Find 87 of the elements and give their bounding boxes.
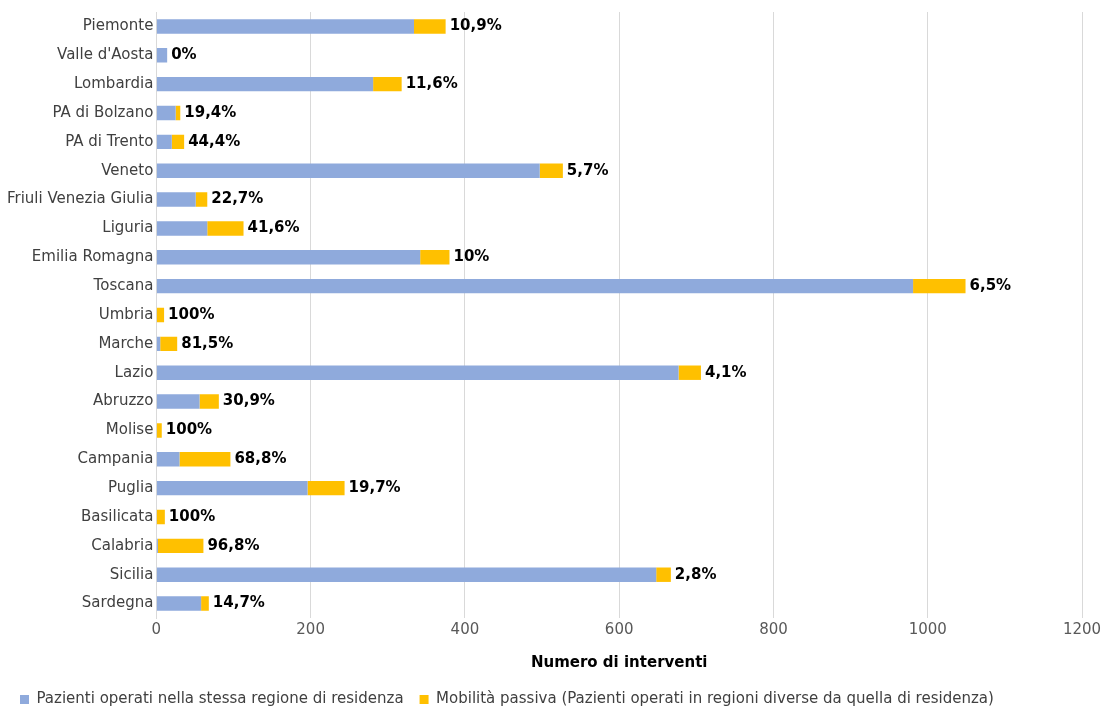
x-tick-label: 800 (759, 619, 788, 638)
bar (156, 48, 168, 63)
bar (913, 278, 966, 294)
bar (179, 452, 231, 467)
legend-label: Pazienti operati nella stessa regione di residenza (36, 689, 404, 708)
annotation: 30,9% (222, 391, 275, 410)
bar (156, 394, 200, 409)
annotation: 6,5% (969, 276, 1012, 295)
bar (414, 19, 446, 34)
x-tick-label: 1000 (908, 619, 947, 638)
bar (156, 192, 196, 207)
annotation: 19,7% (348, 478, 401, 497)
bar (156, 163, 540, 178)
bar (156, 480, 308, 496)
x-tick-label: 600 (604, 619, 634, 638)
bar (156, 423, 162, 438)
y-tick-label: Lombardia (73, 74, 154, 93)
legend-label: Mobilità passiva (Pazienti operati in regioni diverse da quella di residenza) (436, 689, 994, 708)
bar (156, 221, 208, 236)
y-tick-label: Sardegna (81, 593, 154, 612)
bar (156, 105, 176, 121)
annotation: 19,4% (184, 102, 237, 121)
y-tick-label: Sicilia (109, 564, 154, 583)
annotation: 68,8% (234, 449, 287, 468)
annotation: 0% (171, 45, 197, 64)
y-tick-label: Molise (105, 420, 154, 439)
y-tick-label: Liguria (102, 218, 154, 237)
annotation: 10% (453, 247, 490, 266)
annotation: 5,7% (566, 160, 609, 179)
annotation: 100% (168, 304, 215, 323)
annotation: 81,5% (181, 333, 234, 352)
annotation: 96,8% (207, 535, 260, 554)
bar (156, 134, 172, 150)
y-tick-label: Abruzzo (92, 391, 154, 410)
y-tick-label: Puglia (108, 478, 154, 497)
annotation: 11,6% (405, 74, 458, 93)
y-tick-label: Veneto (101, 160, 154, 179)
annotation: 22,7% (211, 189, 264, 208)
annotation: 4,1% (704, 362, 747, 381)
bar (678, 365, 701, 380)
annotation: 14,7% (212, 593, 265, 612)
bar (156, 509, 165, 525)
bar (420, 250, 450, 265)
bar (373, 76, 402, 92)
x-axis-title: Numero di interventi (530, 652, 708, 671)
bar (156, 567, 657, 582)
y-tick-label: Marche (98, 333, 154, 352)
y-tick-label: Toscana (92, 276, 154, 295)
y-tick-label: Friuli Venezia Giulia (6, 189, 154, 208)
bar (156, 19, 414, 34)
bar (307, 480, 345, 496)
x-tick-label: 200 (296, 619, 325, 638)
x-tick-label: 400 (450, 619, 480, 638)
bar (195, 192, 208, 207)
bar (207, 221, 244, 236)
annotation: 100% (168, 506, 216, 525)
bar (156, 250, 421, 265)
y-tick-label: PA di Bolzano (52, 102, 154, 121)
bar (156, 452, 180, 467)
annotation: 10,9% (449, 16, 502, 35)
y-tick-label: Calabria (91, 535, 154, 554)
y-tick-label: Lazio (114, 362, 154, 381)
x-tick-label: 0 (151, 619, 162, 638)
bar (157, 538, 204, 554)
bar (539, 163, 563, 178)
x-tick-label: 1200 (1062, 619, 1102, 638)
bar (156, 278, 914, 294)
annotation: 41,6% (247, 218, 300, 237)
annotation: 44,4% (188, 131, 241, 150)
bar (160, 336, 178, 352)
bar (201, 596, 209, 611)
y-tick-label: Piemonte (82, 16, 154, 35)
y-tick-label: Emilia Romagna (31, 247, 154, 266)
bar (656, 567, 671, 582)
annotation: 2,8% (674, 564, 717, 583)
bar (156, 307, 165, 323)
bar (156, 596, 202, 611)
y-tick-label: Valle d'Aosta (57, 45, 154, 64)
bar (156, 76, 374, 92)
annotation: 100% (165, 420, 213, 439)
y-tick-label: Campania (77, 449, 154, 468)
bar (156, 365, 679, 380)
bar (199, 394, 219, 409)
y-tick-label: Umbria (98, 304, 154, 323)
bar (171, 134, 185, 150)
y-tick-label: Basilicata (81, 506, 154, 525)
y-tick-label: PA di Trento (65, 131, 154, 150)
